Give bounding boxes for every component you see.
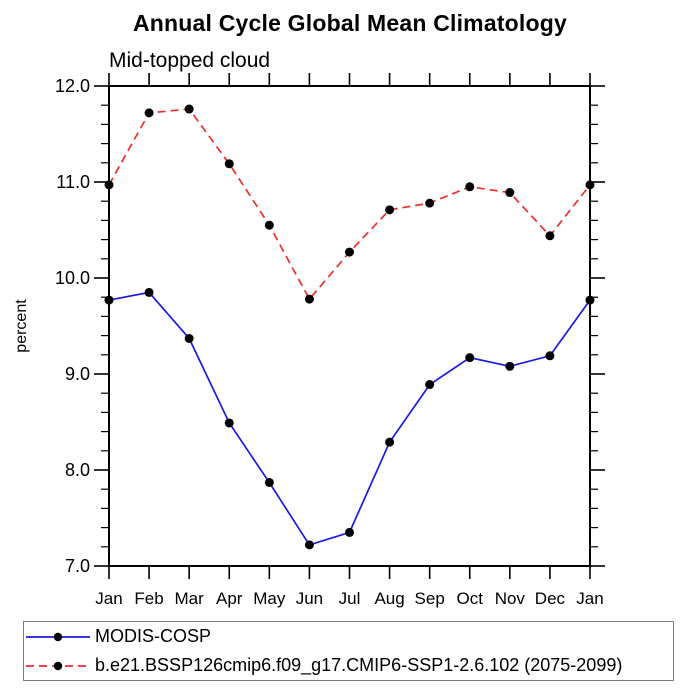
plot-frame — [108, 85, 591, 567]
x-tick-label: Apr — [216, 589, 243, 608]
data-point-marker — [385, 437, 395, 447]
data-point-marker — [184, 333, 194, 343]
data-point-marker — [345, 527, 354, 537]
x-tick-label: May — [253, 589, 286, 608]
data-point-marker — [545, 351, 555, 361]
data-point-marker — [104, 180, 114, 190]
chart-subtitle: Mid-topped cloud — [109, 49, 271, 72]
data-point-marker — [585, 295, 595, 305]
x-tick-label: Sep — [415, 589, 445, 608]
data-point-marker — [144, 108, 154, 118]
x-tick-label: Jan — [95, 589, 122, 608]
x-tick-label: Mar — [175, 589, 205, 608]
data-point-marker — [304, 540, 314, 550]
series-line-1 — [108, 108, 591, 301]
legend-marker-icon — [53, 632, 63, 641]
x-tick-label: Feb — [134, 589, 163, 608]
data-point-marker — [264, 477, 274, 487]
legend-item-1: b.e21.BSSP126cmip6.f09_g17.CMIP6-SSP1-2.… — [24, 652, 673, 680]
y-tick-label: 8.0 — [65, 460, 90, 480]
legend-marker-icon — [53, 661, 63, 670]
x-tick-label: Jul — [339, 589, 361, 608]
y-tick-label: 10.0 — [55, 268, 90, 288]
x-tick-label: Oct — [457, 589, 484, 608]
series-line-0 — [108, 291, 591, 546]
chart-title: Annual Cycle Global Mean Climatology — [132, 10, 568, 36]
data-point-marker — [184, 104, 194, 114]
data-point-marker — [585, 180, 595, 190]
data-point-marker — [264, 220, 274, 230]
x-tick-label: Aug — [374, 589, 404, 608]
x-tick-label: Nov — [495, 589, 526, 608]
data-point-marker — [385, 205, 395, 215]
data-point-marker — [224, 418, 234, 428]
data-point-marker — [345, 247, 354, 257]
y-tick-label: 11.0 — [56, 172, 90, 192]
data-point-marker — [465, 353, 475, 363]
y-tick-label: 9.0 — [65, 364, 90, 384]
data-point-marker — [425, 380, 435, 390]
data-point-marker — [224, 159, 234, 169]
x-tick-label: Dec — [535, 589, 566, 608]
data-point-marker — [425, 198, 435, 208]
y-tick-label: 12.0 — [55, 76, 90, 96]
data-point-marker — [144, 287, 154, 297]
legend-line-sample — [26, 632, 90, 641]
x-tick-label: Jan — [576, 589, 603, 608]
data-point-marker — [505, 188, 515, 198]
legend-item-label: MODIS-COSP — [95, 626, 212, 646]
x-tick-label: Jun — [296, 589, 323, 608]
data-point-marker — [104, 295, 114, 305]
data-point-marker — [545, 231, 555, 241]
data-point-marker — [465, 182, 475, 192]
data-point-marker — [505, 361, 515, 371]
legend-item-0: MODIS-COSP — [24, 623, 673, 651]
legend-line-sample — [26, 661, 90, 670]
y-tick-label: 7.0 — [65, 556, 90, 576]
legend-item-label: b.e21.BSSP126cmip6.f09_g17.CMIP6-SSP1-2.… — [95, 655, 623, 675]
legend: MODIS-COSP b.e21.BSSP126cmip6.f09_g17.CMI… — [23, 621, 674, 681]
data-point-marker — [304, 294, 314, 304]
